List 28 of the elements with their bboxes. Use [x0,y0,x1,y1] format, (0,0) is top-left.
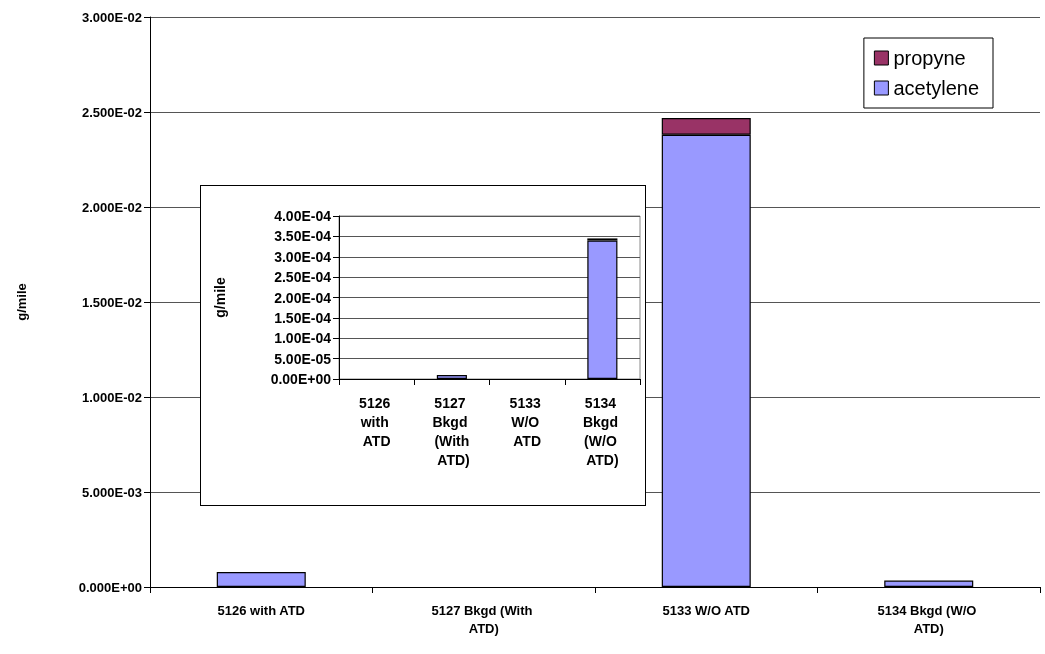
x-tick-label: 5127 Bkgd (With ATD) [432,394,472,468]
y-tick-label: 5.00E-05 [274,350,332,367]
y-tick-label: 3.000E-02 [82,9,142,25]
y-tick-label: 3.50E-04 [274,228,332,245]
y-tick-label: 2.50E-04 [274,269,332,286]
x-tick-label: 5126 with ATD [359,394,395,449]
legend-label: propyne [893,47,966,69]
y-tick-label: 4.00E-04 [274,208,332,224]
y-tick-label: 1.50E-04 [274,309,332,326]
x-tick-label: 5133 W/O ATD [662,602,750,618]
x-tick-label: 5134 Bkgd (W/O ATD) [877,602,981,636]
y-tick-label: 2.00E-04 [274,289,332,306]
y-tick-label: 1.500E-02 [82,294,142,310]
y-axis-title: g/mile [212,277,228,318]
y-tick-label: 3.00E-04 [274,248,332,265]
y-tick-label: 2.500E-02 [82,104,142,120]
y-tick-label: 1.00E-04 [274,330,332,347]
x-tick-label: 5134 Bkgd (W/O ATD) [582,394,622,468]
y-tick-label: 0.00E+00 [270,371,332,387]
y-tick-label: 0.000E+00 [78,579,142,595]
y-axis-title: g/mile [14,283,29,321]
x-tick-label: 5133 W/O ATD [509,394,545,449]
legend-label: acetylene [893,77,980,99]
x-tick-label: 5126 with ATD [217,602,305,618]
y-tick-label: 5.000E-03 [82,484,142,500]
y-tick-label: 1.000E-02 [82,389,142,405]
x-tick-label: 5127 Bkgd (With ATD) [431,602,537,636]
y-tick-label: 2.000E-02 [82,199,142,215]
